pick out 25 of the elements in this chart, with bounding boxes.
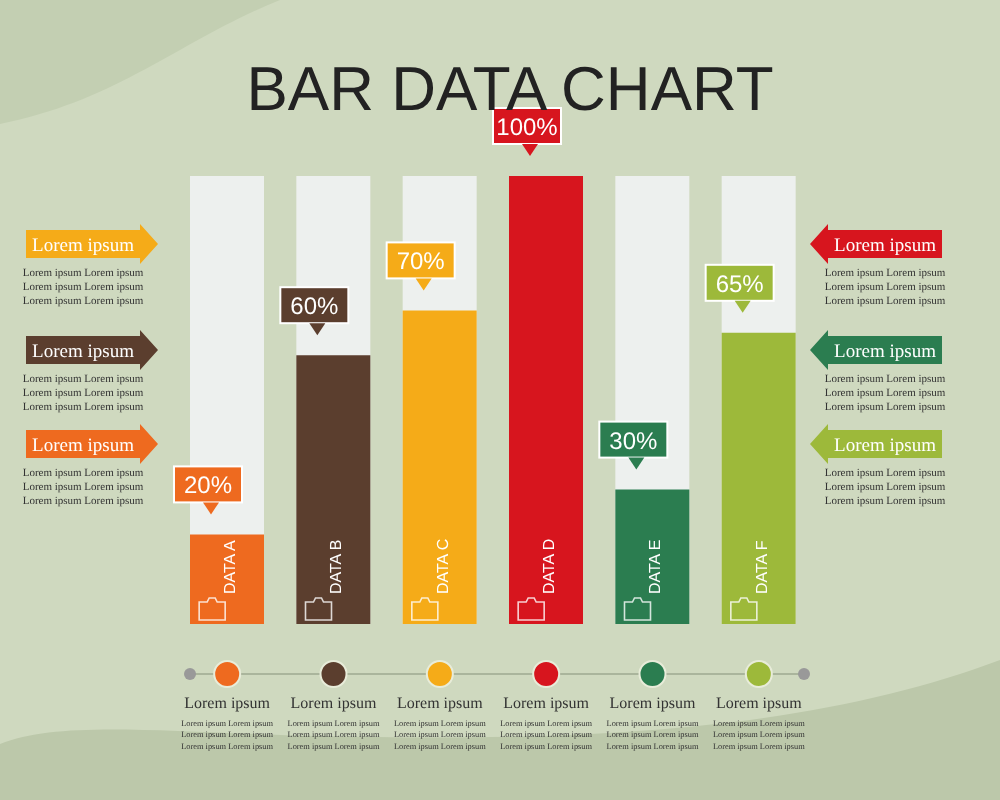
x-tick-label: DATA B: [327, 539, 346, 594]
text: Lorem ipsum: [184, 694, 272, 712]
data-label: 20%: [183, 471, 233, 500]
x-tick-label: DATA D: [540, 538, 558, 594]
text: Lorem ipsum: [32, 237, 136, 257]
bar: [615, 489, 690, 624]
data-label: 70%: [396, 247, 446, 276]
bar: [190, 534, 264, 624]
data-label: 30%: [609, 426, 658, 455]
text: Lorem ipsum: [290, 694, 378, 712]
x-tick-label: DATA A: [221, 539, 239, 594]
text: Lorem ipsum: [715, 694, 804, 712]
x-tick-label: DATA C: [433, 538, 452, 594]
x-tick-label: DATA E: [646, 539, 665, 594]
text: Lorem ipsum: [834, 343, 938, 363]
data-label: 65%: [715, 269, 765, 298]
text: Lorem ipsum: [503, 694, 591, 712]
text: Lorem ipsum: [609, 694, 697, 712]
text: Lorem ipsum: [834, 437, 938, 457]
text: Lorem ipsum: [396, 694, 485, 712]
text: Lorem ipsum: [834, 237, 938, 257]
text: Lorem ipsum: [32, 437, 136, 457]
data-label: 60%: [290, 292, 339, 321]
text: Lorem ipsum: [32, 343, 136, 363]
x-tick-label: DATA F: [752, 540, 771, 594]
